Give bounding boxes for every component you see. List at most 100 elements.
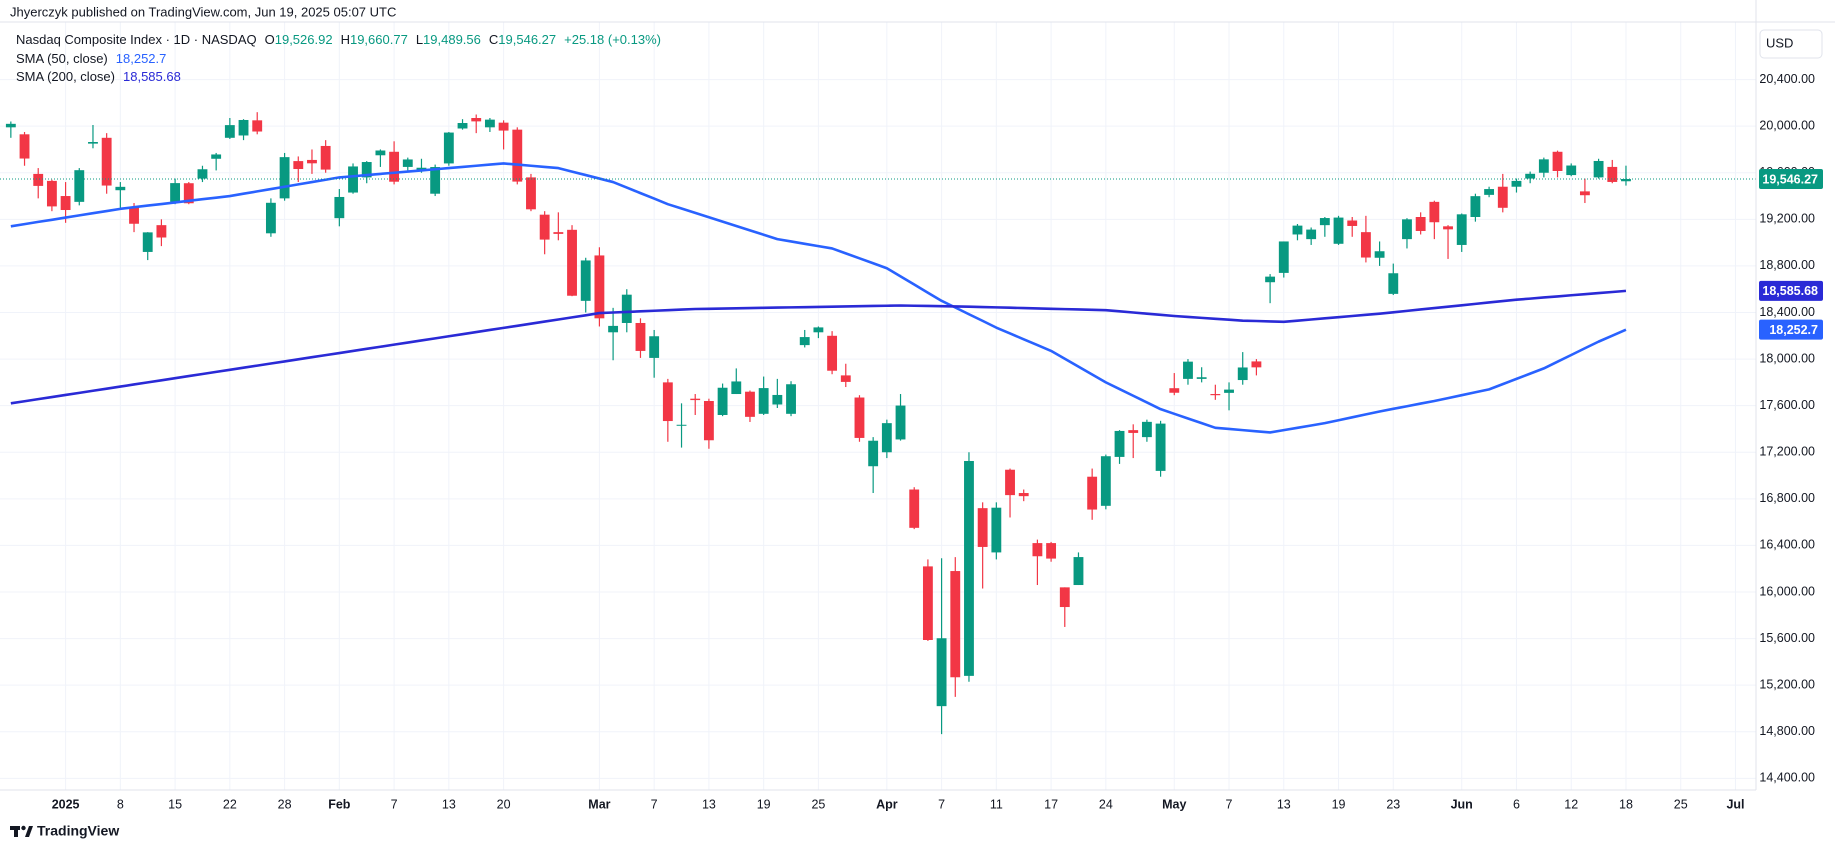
x-tick-label: 18 [1619,797,1633,811]
candle-body [156,225,167,238]
sma-line [10,289,1627,405]
price-badge-label: 18,585.68 [1762,284,1818,298]
candle-body [1360,232,1371,258]
candle-body [772,394,783,405]
price-badge-label: 19,546.27 [1762,172,1818,186]
candle-body [1018,493,1029,497]
candle-body [115,186,126,191]
y-tick-label: 18,400.00 [1759,305,1815,319]
candle-body [224,125,235,138]
candle-body [690,398,701,401]
candle-body [977,508,988,547]
y-tick-label: 19,200.00 [1759,212,1815,226]
candle-body [553,232,564,234]
x-tick-label: 7 [651,797,658,811]
candle-body [307,159,317,164]
candle-body [457,123,468,129]
candle-body [717,387,728,415]
candle-body [827,335,838,371]
grid [0,22,1756,790]
x-tick-label: 17 [1044,797,1058,811]
y-tick-label: 14,800.00 [1759,724,1815,738]
y-tick-label: 16,400.00 [1759,538,1815,552]
candle-body [1566,165,1577,176]
x-tick-label: 19 [1332,797,1346,811]
candle-body [33,173,44,186]
candle-body [786,384,796,414]
candle-body [1415,217,1426,231]
candle-body [471,118,482,122]
candle-body [293,161,304,170]
candle-body [539,214,550,240]
candle-body [1046,543,1057,559]
candle-body [1210,394,1221,396]
y-tick-label: 17,200.00 [1759,445,1815,459]
candle-body [1319,218,1330,226]
axes: 14,400.00 14,800.00 15,200.00 15,600.00 16,0… [52,72,1823,811]
candle-body [758,388,769,414]
brand-logo [10,825,33,837]
currency-box[interactable] [1759,29,1823,59]
x-tick-label: Feb [328,797,351,811]
candle-body [498,122,509,131]
candle-body [1456,214,1467,245]
candle-body [1196,377,1207,379]
legend-name: SMA (50, close) [16,51,108,66]
candle-body [1141,421,1152,438]
candle-body [60,196,71,211]
candle-body [662,382,673,422]
candle-body [265,202,276,234]
candle-body [512,129,523,182]
candle-body [1538,159,1549,173]
candle-body [1402,219,1412,240]
legend-value: 18,585.68 [123,69,181,84]
legend-ohlc-key: O [265,32,275,47]
publisher: Jhyerczyk published on TradingView.com, … [10,4,396,19]
x-tick-label: 7 [1226,797,1233,811]
x-tick-label: 28 [278,797,292,811]
candle-body [252,120,263,132]
candle-body [5,123,16,128]
candle-body [375,150,386,156]
candle-body [1169,388,1180,393]
price-badge [1759,169,1823,190]
candle-body [1429,201,1440,223]
candle-body [1497,186,1508,208]
y-tick-label: 17,600.00 [1759,398,1815,412]
y-tick-label: 15,600.00 [1759,631,1815,645]
candle-body [635,322,646,351]
brand: TradingView [37,823,119,839]
candle-body [1128,430,1139,433]
candle-body [279,157,290,199]
candle-body [922,566,933,640]
candle-body [676,424,687,426]
x-tick-label: Mar [588,797,610,811]
legend-ohlc-key: L [416,32,423,47]
candle-body [868,440,879,467]
candle-body [238,119,249,136]
candle-body [142,232,153,252]
candle-body [1237,367,1248,381]
candle-body [1511,180,1522,187]
candle-body [1251,361,1262,368]
legend-change: +25.18 (+0.13%) [564,32,661,47]
y-tick-label: 15,200.00 [1759,677,1815,691]
candle-body [334,196,345,219]
candle-body [1443,226,1453,230]
logo-part [14,826,18,837]
currency[interactable]: USD [1766,35,1793,50]
x-tick-label: 12 [1564,797,1578,811]
y-tick-label: 18,000.00 [1759,351,1815,365]
candle-body [881,423,892,453]
candle-body [1224,389,1234,393]
legend-entry: SMA (50, close) 18,252.7 [16,51,166,66]
candle-body [19,134,30,159]
candle-body [840,375,851,382]
candle-body [1114,430,1125,457]
candle-body [854,397,865,438]
candle-body [320,145,331,170]
candle-body [1155,423,1166,471]
candle-body [1087,476,1098,510]
